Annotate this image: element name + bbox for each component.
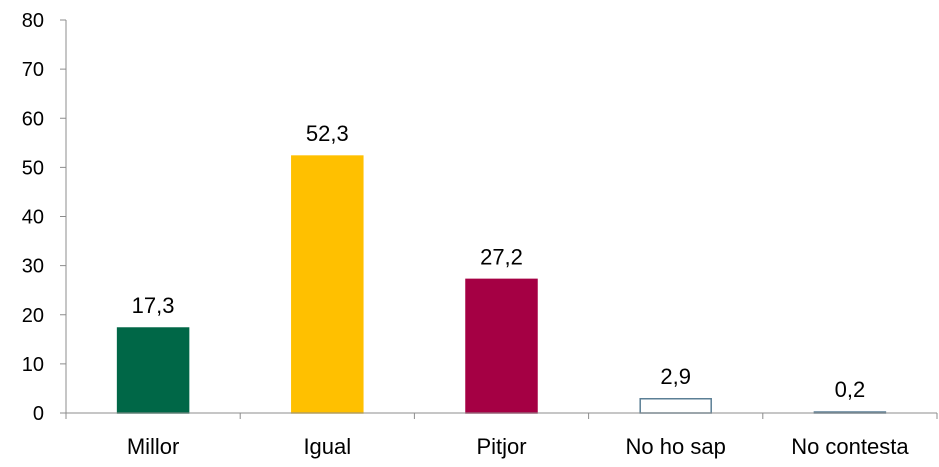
- data-label: 52,3: [306, 121, 349, 146]
- y-tick-label: 50: [22, 157, 44, 179]
- x-category-label: Igual: [303, 434, 351, 459]
- y-tick-label: 40: [22, 207, 44, 229]
- x-axis: Millor Igual Pitjor No ho sap No contesta: [65, 412, 938, 459]
- bar: [291, 155, 364, 414]
- y-tick-label: 10: [22, 354, 44, 376]
- bar: [465, 278, 538, 414]
- bar: [639, 398, 712, 414]
- x-category-label: Pitjor: [476, 434, 526, 459]
- data-label: 2,9: [660, 364, 691, 389]
- x-category-label: Millor: [127, 434, 180, 459]
- x-category-label: No ho sap: [626, 434, 726, 459]
- y-tick-label: 30: [22, 256, 44, 278]
- y-tick-label: 20: [22, 305, 44, 327]
- data-label: 17,3: [132, 293, 175, 318]
- data-label: 27,2: [480, 244, 523, 269]
- y-tick-label: 60: [22, 108, 44, 130]
- bars: [116, 155, 887, 414]
- y-tick-label: 80: [22, 10, 44, 32]
- data-label: 0,2: [835, 377, 866, 402]
- data-labels: 17,3 52,3 27,2 2,9 0,2: [132, 121, 866, 402]
- y-axis: 0 10 20 30 40 50 60 70 80: [22, 10, 67, 425]
- y-tick-label: 70: [22, 59, 44, 81]
- bar: [116, 327, 190, 414]
- x-category-label: No contesta: [791, 434, 909, 459]
- y-tick-label: 0: [33, 403, 44, 425]
